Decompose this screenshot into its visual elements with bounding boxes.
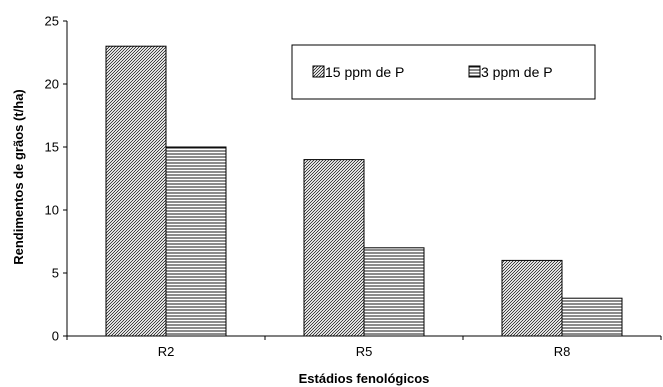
- bar-15-ppm-de-p-r8: [501, 259, 563, 337]
- y-tick-label: 25: [45, 14, 59, 29]
- y-axis-title: Rendimentos de grãos (t/ha): [11, 89, 26, 265]
- x-tick-label-r2: R2: [158, 344, 175, 359]
- bar-15-ppm-de-p-r5: [303, 159, 365, 337]
- legend-label-15ppm: 15 ppm de P: [325, 64, 404, 80]
- y-tick-label: 10: [45, 203, 59, 218]
- legend-label-3ppm: 3 ppm de P: [481, 64, 553, 80]
- legend-swatch-15ppm: [312, 65, 325, 78]
- legend-box: [291, 44, 596, 100]
- y-tick-label: 20: [45, 77, 59, 92]
- bar-3-ppm-de-p-r8: [561, 297, 623, 337]
- legend: 15 ppm de P 3 ppm de P: [291, 44, 596, 100]
- bar-15-ppm-de-p-r2: [105, 45, 167, 337]
- x-tick-label-r8: R8: [554, 344, 571, 359]
- y-axis-ticks: 0 5 10 15 20 25: [45, 14, 67, 344]
- x-axis-title: Estádios fenológicos: [299, 371, 430, 386]
- y-tick-label: 0: [52, 329, 59, 344]
- bar-3-ppm-de-p-r5: [363, 247, 425, 337]
- x-tick-label-r5: R5: [356, 344, 373, 359]
- y-tick-label: 5: [52, 266, 59, 281]
- bar-3-ppm-de-p-r2: [165, 146, 227, 337]
- legend-swatch-3ppm: [468, 65, 481, 78]
- plot-area: [105, 45, 623, 337]
- x-axis-ticks: R2 R5 R8: [66, 336, 662, 359]
- y-tick-label: 15: [45, 140, 59, 155]
